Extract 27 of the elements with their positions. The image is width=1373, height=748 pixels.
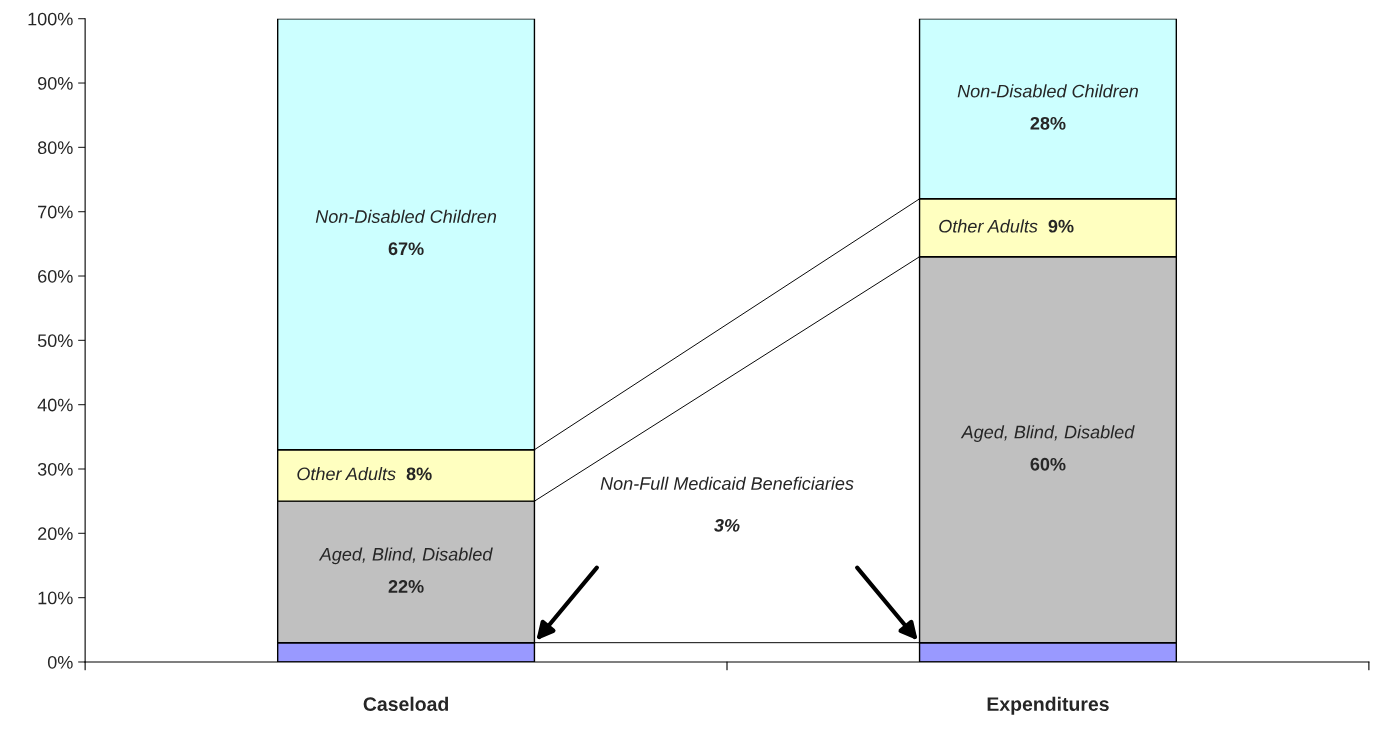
y-tick-label: 50% <box>37 334 73 348</box>
data-label: 60% <box>1030 457 1066 471</box>
text: Aged, Blind, Disabled <box>318 547 493 565</box>
series-label: Aged, Blind, Disabled <box>960 425 1135 443</box>
y-tick-label: 100% <box>28 12 73 26</box>
y-tick-label: 40% <box>37 398 73 412</box>
y-tick-label: 20% <box>38 527 73 541</box>
data-label: 28% <box>1030 116 1066 130</box>
y-tick-label: 90% <box>38 76 73 90</box>
annotation: 3% <box>714 518 740 532</box>
y-tick-label: 10% <box>38 591 73 605</box>
text: Other Adults <box>939 219 1038 233</box>
x-tick-label: Expenditures <box>987 696 1109 715</box>
data-label: 9% <box>1048 219 1074 233</box>
y-tick-label: 60% <box>38 269 73 283</box>
y-tick-label: 30% <box>37 462 73 476</box>
x-tick-label: Caseload <box>363 696 449 711</box>
annotation: Non-Full Medicaid Beneficiaries <box>600 476 854 490</box>
data-label: 67% <box>388 242 424 256</box>
series-label: Other Adults <box>297 467 396 481</box>
y-tick-label: 80% <box>37 141 73 155</box>
y-tick-label: 0% <box>47 655 73 669</box>
text: Non-Disabled Children <box>315 209 497 223</box>
y-tick-label: 70% <box>38 205 73 219</box>
data-label: 22% <box>388 580 424 593</box>
data-label: 8% <box>406 467 432 481</box>
series-label: Non-Disabled Children <box>957 84 1138 98</box>
